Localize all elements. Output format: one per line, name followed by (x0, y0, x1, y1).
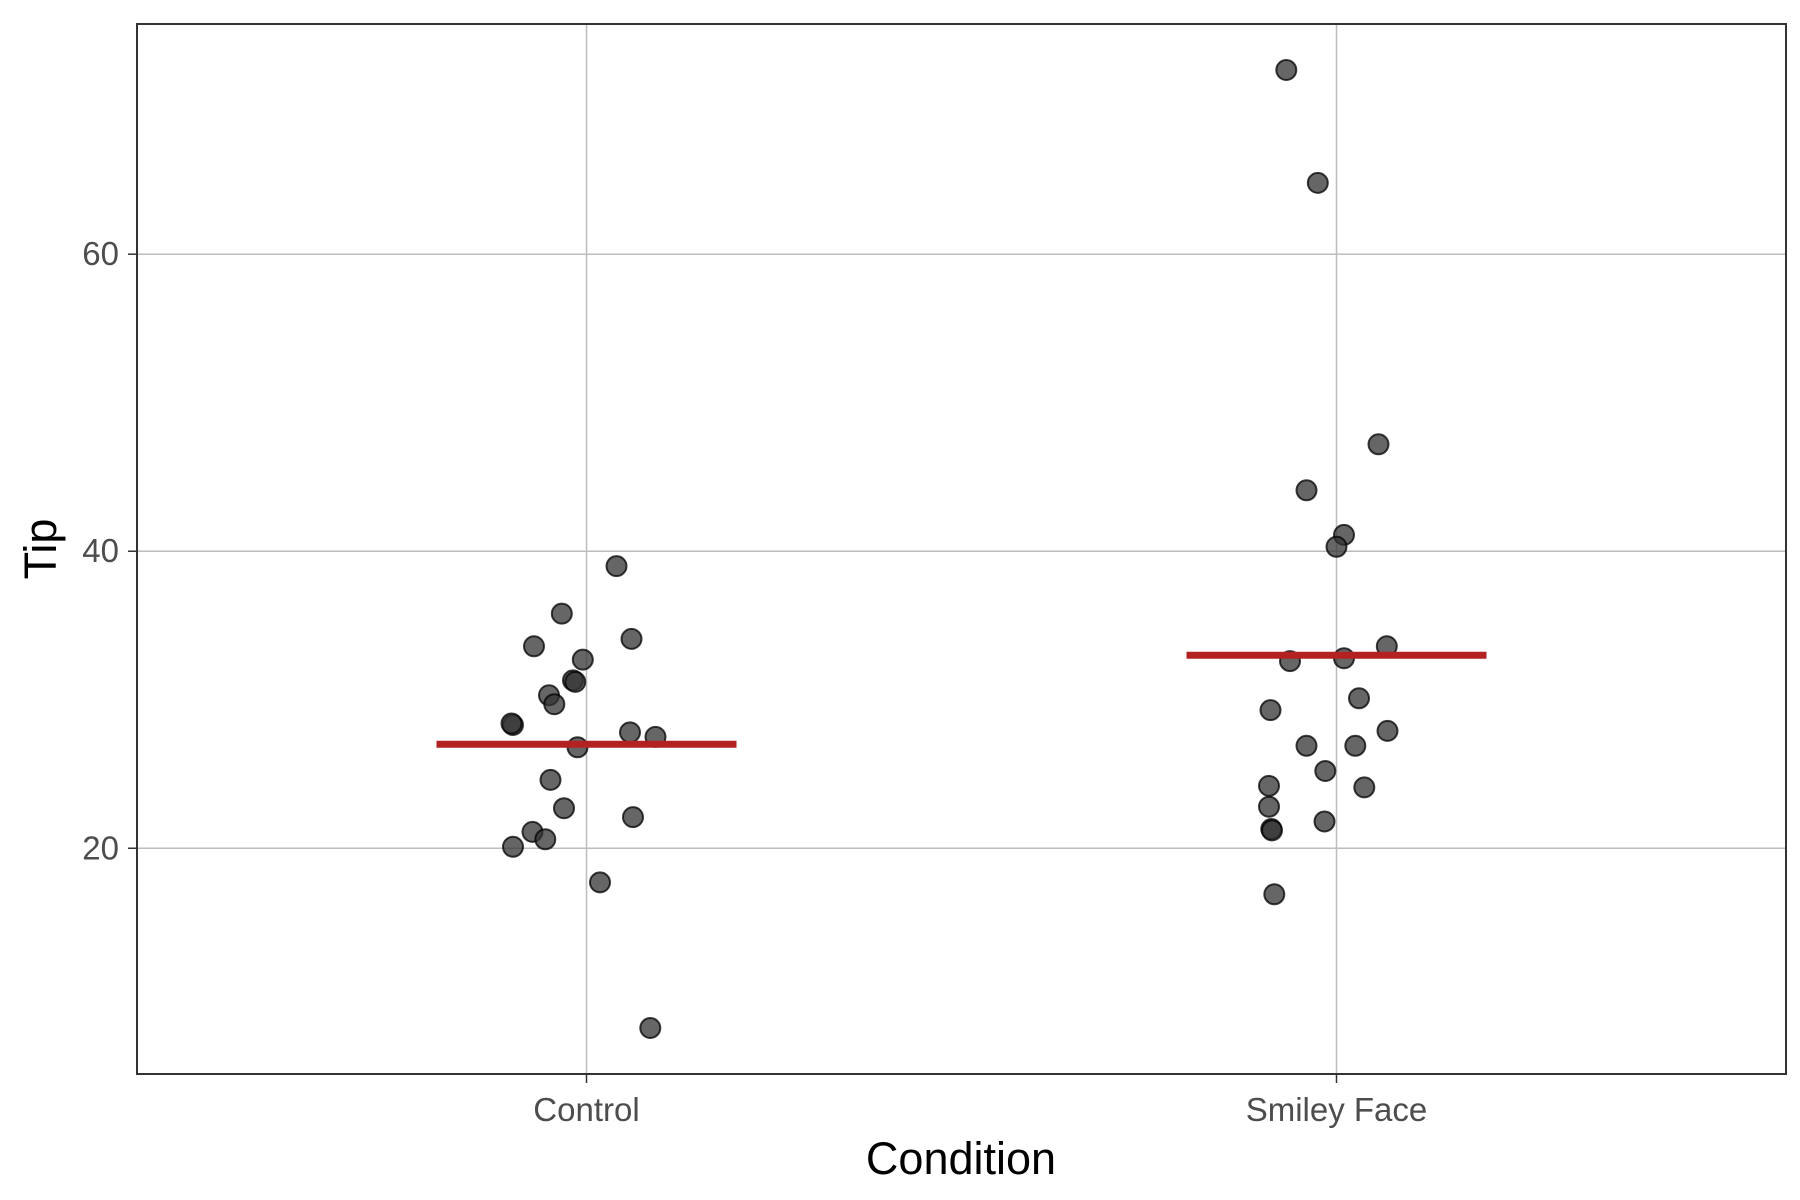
data-point (1376, 719, 1399, 742)
data-point (539, 768, 562, 791)
x-tick-label: Control (533, 1091, 639, 1128)
data-point (1353, 776, 1376, 799)
data-point (1295, 734, 1318, 757)
x-axis-ticks: Control Smiley Face (533, 1074, 1427, 1128)
data-point (1275, 59, 1298, 81)
data-point (1261, 819, 1283, 842)
data-point (564, 670, 587, 693)
data-point (550, 602, 573, 625)
data-point (543, 693, 566, 716)
data-point (1314, 760, 1337, 782)
data-point (620, 627, 643, 650)
data-point (500, 712, 523, 735)
data-point (1263, 883, 1286, 906)
data-point (1348, 687, 1370, 710)
data-point (534, 828, 557, 851)
data-points (500, 59, 1399, 1039)
data-point (1258, 774, 1280, 797)
data-point (523, 635, 545, 658)
data-point (571, 648, 594, 671)
data-point (619, 721, 641, 744)
data-point (1367, 433, 1390, 456)
x-tick-label: Smiley Face (1246, 1091, 1428, 1128)
y-tick-label: 40 (82, 532, 119, 569)
data-point (502, 835, 524, 858)
y-tick-label: 20 (82, 829, 119, 866)
plot-panel-border (136, 23, 1787, 1075)
data-point (1306, 171, 1329, 194)
data-point (1313, 810, 1336, 833)
mean-lines (436, 651, 1487, 748)
data-point (639, 1017, 662, 1039)
data-point (1325, 535, 1348, 558)
data-point (1295, 479, 1318, 502)
data-point (589, 871, 611, 894)
y-axis-title: Tip (15, 519, 66, 580)
y-tick-label: 60 (82, 235, 119, 272)
data-point (553, 797, 575, 820)
data-point (622, 806, 644, 829)
data-point (1344, 734, 1367, 757)
data-point (1259, 699, 1282, 722)
y-axis-ticks: 20 40 60 (82, 235, 137, 866)
data-point (1258, 795, 1280, 818)
data-point (605, 555, 628, 578)
x-axis-title: Condition (866, 1133, 1056, 1184)
